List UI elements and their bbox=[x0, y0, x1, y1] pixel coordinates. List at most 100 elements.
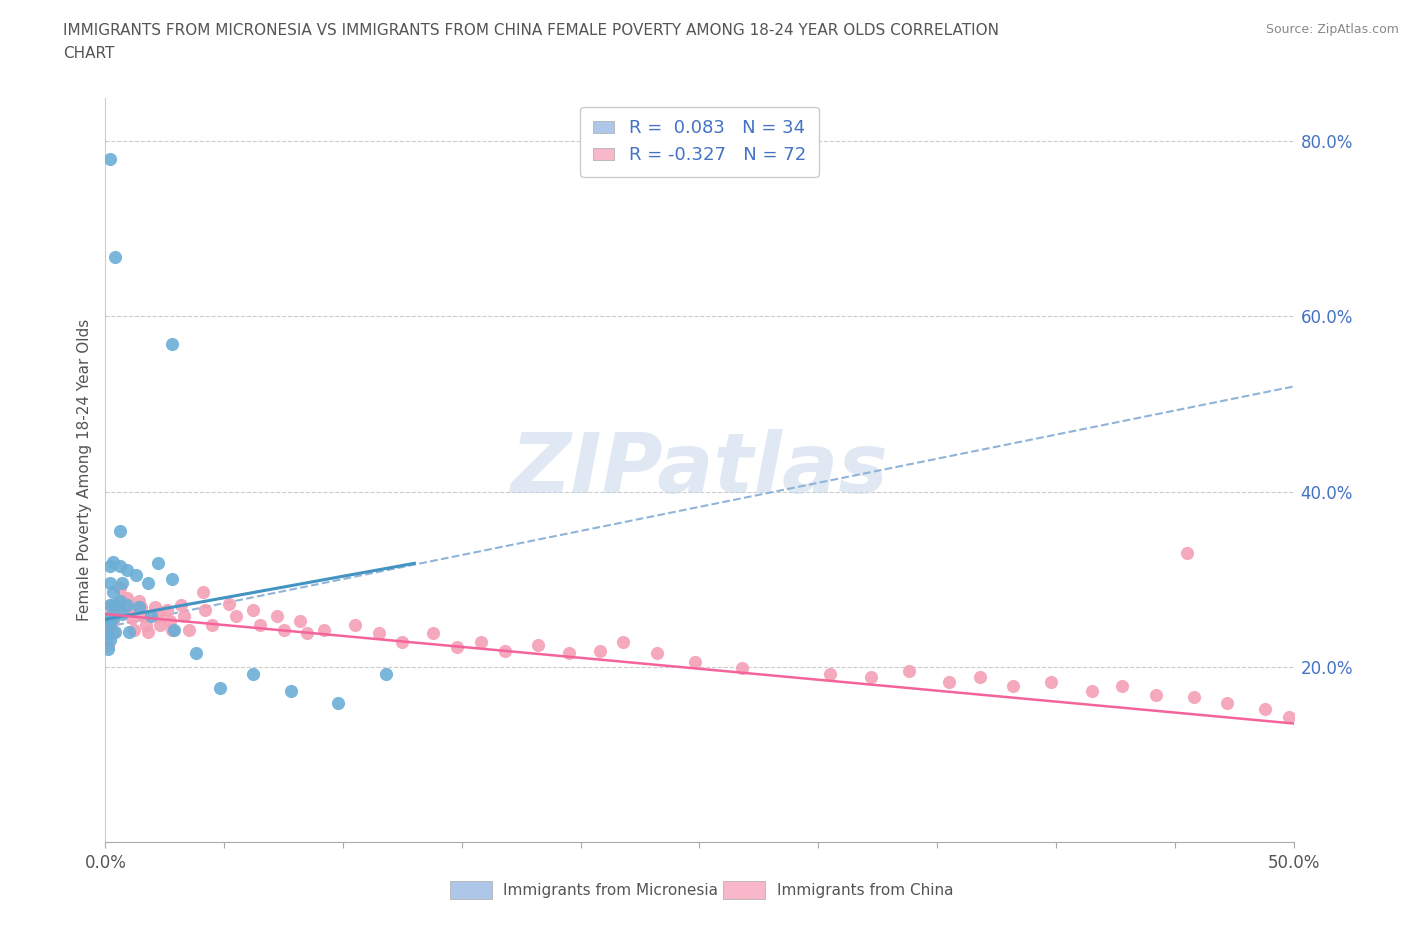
Point bbox=[201, 618, 224, 632]
Point bbox=[683, 655, 706, 670]
Point bbox=[191, 585, 214, 600]
Point bbox=[135, 618, 157, 632]
Bar bbox=[450, 881, 492, 899]
Point bbox=[1278, 710, 1301, 724]
Point bbox=[859, 670, 882, 684]
Point bbox=[97, 624, 120, 639]
Point bbox=[897, 663, 920, 678]
Point bbox=[527, 637, 550, 652]
Point bbox=[97, 611, 120, 626]
Legend: R =  0.083   N = 34, R = -0.327   N = 72: R = 0.083 N = 34, R = -0.327 N = 72 bbox=[581, 107, 818, 177]
Point bbox=[1002, 678, 1025, 693]
Text: IMMIGRANTS FROM MICRONESIA VS IMMIGRANTS FROM CHINA FEMALE POVERTY AMONG 18-24 Y: IMMIGRANTS FROM MICRONESIA VS IMMIGRANTS… bbox=[63, 23, 1000, 38]
Point bbox=[1254, 701, 1277, 716]
Point bbox=[156, 603, 179, 618]
Point bbox=[266, 608, 288, 623]
Point bbox=[121, 611, 143, 626]
Point bbox=[129, 600, 152, 615]
Point bbox=[470, 634, 492, 649]
Point bbox=[149, 618, 172, 632]
Point bbox=[97, 637, 120, 652]
Point bbox=[97, 626, 120, 641]
Point bbox=[160, 622, 183, 637]
Point bbox=[1144, 687, 1167, 702]
Point bbox=[98, 622, 121, 637]
Point bbox=[114, 604, 136, 619]
Point bbox=[101, 585, 124, 600]
Point bbox=[128, 593, 150, 608]
Point bbox=[242, 603, 264, 618]
Point bbox=[1080, 684, 1102, 698]
Point bbox=[1175, 545, 1198, 560]
Point bbox=[125, 567, 148, 582]
Point bbox=[1111, 678, 1133, 693]
Point bbox=[367, 626, 389, 641]
Point bbox=[612, 634, 634, 649]
Point bbox=[969, 670, 991, 684]
Point bbox=[290, 614, 312, 629]
Point bbox=[118, 624, 141, 639]
Point bbox=[101, 611, 124, 626]
Point bbox=[101, 554, 124, 569]
Point bbox=[97, 642, 120, 657]
Point bbox=[391, 634, 413, 649]
Point bbox=[118, 603, 141, 618]
Point bbox=[225, 608, 247, 623]
Point bbox=[122, 622, 145, 637]
Point bbox=[645, 646, 668, 661]
Point bbox=[422, 626, 444, 641]
Point bbox=[818, 666, 841, 681]
Point bbox=[136, 576, 159, 591]
Text: CHART: CHART bbox=[63, 46, 115, 61]
Point bbox=[494, 644, 516, 658]
Point bbox=[98, 616, 121, 631]
Point bbox=[115, 591, 138, 605]
Point bbox=[104, 624, 127, 639]
Point bbox=[139, 608, 162, 623]
Point bbox=[208, 681, 231, 696]
Point bbox=[163, 622, 186, 637]
Point bbox=[589, 644, 612, 658]
Point bbox=[115, 563, 138, 578]
Bar bbox=[723, 881, 765, 899]
Text: Source: ZipAtlas.com: Source: ZipAtlas.com bbox=[1265, 23, 1399, 36]
Point bbox=[115, 598, 138, 613]
Point bbox=[101, 600, 124, 615]
Point bbox=[98, 633, 121, 648]
Point bbox=[98, 559, 121, 574]
Point bbox=[146, 608, 169, 623]
Point bbox=[104, 598, 127, 613]
Point bbox=[184, 646, 207, 661]
Point bbox=[446, 640, 468, 655]
Point bbox=[136, 624, 159, 639]
Point bbox=[177, 622, 200, 637]
Point bbox=[1040, 675, 1063, 690]
Point bbox=[98, 152, 121, 166]
Point bbox=[101, 614, 124, 629]
Point bbox=[104, 249, 127, 264]
Point bbox=[98, 608, 121, 623]
Point bbox=[249, 618, 271, 632]
Y-axis label: Female Poverty Among 18-24 Year Olds: Female Poverty Among 18-24 Year Olds bbox=[76, 319, 91, 621]
Point bbox=[273, 622, 295, 637]
Point bbox=[170, 598, 193, 613]
Point bbox=[1216, 696, 1239, 711]
Point bbox=[173, 608, 195, 623]
Point bbox=[558, 646, 581, 661]
Point bbox=[218, 596, 240, 611]
Point bbox=[312, 622, 335, 637]
Point bbox=[97, 611, 120, 626]
Text: Immigrants from Micronesia: Immigrants from Micronesia bbox=[503, 883, 718, 897]
Point bbox=[160, 337, 183, 352]
Point bbox=[104, 606, 127, 621]
Point bbox=[108, 593, 131, 608]
Point bbox=[98, 598, 121, 613]
Point bbox=[111, 606, 134, 621]
Point bbox=[108, 524, 131, 538]
Point bbox=[159, 614, 181, 629]
Point bbox=[108, 559, 131, 574]
Point bbox=[128, 600, 150, 615]
Point bbox=[98, 576, 121, 591]
Text: Immigrants from China: Immigrants from China bbox=[776, 883, 953, 897]
Point bbox=[242, 666, 264, 681]
